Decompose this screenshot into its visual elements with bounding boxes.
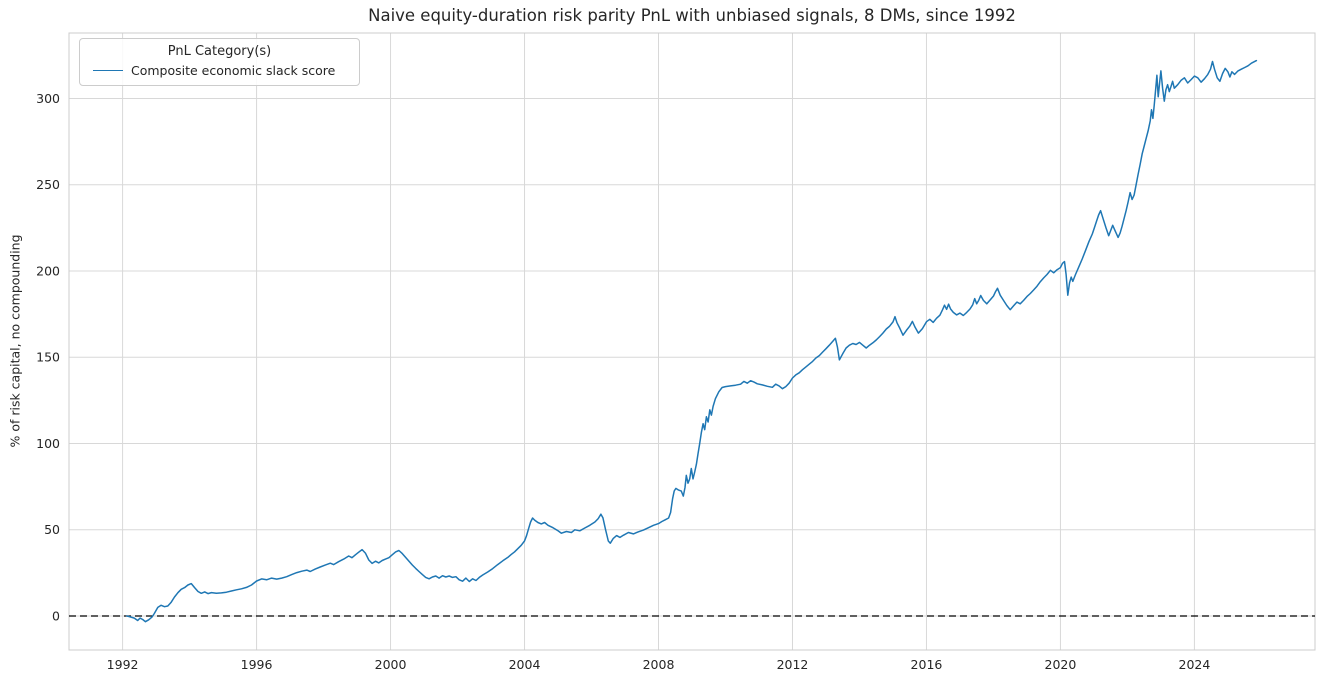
legend-title: PnL Category(s) [167, 44, 272, 59]
y-tick-label: 150 [36, 350, 60, 365]
legend-line-sample-icon [93, 70, 123, 71]
y-tick-label: 200 [36, 263, 60, 278]
legend-entry-label: Composite economic slack score [131, 63, 336, 78]
legend-entry: Composite economic slack score [88, 63, 351, 78]
y-tick-label: 250 [36, 177, 60, 192]
y-axis-label: % of risk capital, no compounding [7, 234, 23, 448]
y-tick-label: 100 [36, 436, 60, 451]
x-tick-label: 1996 [241, 657, 273, 672]
legend: PnL Category(s) Composite economic slack… [79, 38, 360, 86]
x-tick-label: 2012 [777, 657, 809, 672]
x-tick-label: 1992 [107, 657, 139, 672]
x-tick-label: 2024 [1179, 657, 1211, 672]
x-tick-label: 2020 [1045, 657, 1077, 672]
y-tick-label: 0 [52, 608, 60, 623]
x-tick-label: 2016 [911, 657, 943, 672]
x-tick-label: 2008 [643, 657, 675, 672]
grid-lines [69, 33, 1315, 650]
chart-title: Naive equity-duration risk parity PnL wi… [368, 6, 1016, 25]
tick-labels: 1992 1996 2000 2004 2008 2012 2016 2020 2024 0 50 1… [36, 91, 1210, 672]
axes-spines [68, 32, 1316, 651]
pnl-series-line [126, 59, 1258, 623]
x-tick-label: 2004 [509, 657, 541, 672]
y-tick-label: 50 [44, 522, 60, 537]
x-tick-label: 2000 [375, 657, 407, 672]
y-tick-label: 300 [36, 91, 60, 106]
